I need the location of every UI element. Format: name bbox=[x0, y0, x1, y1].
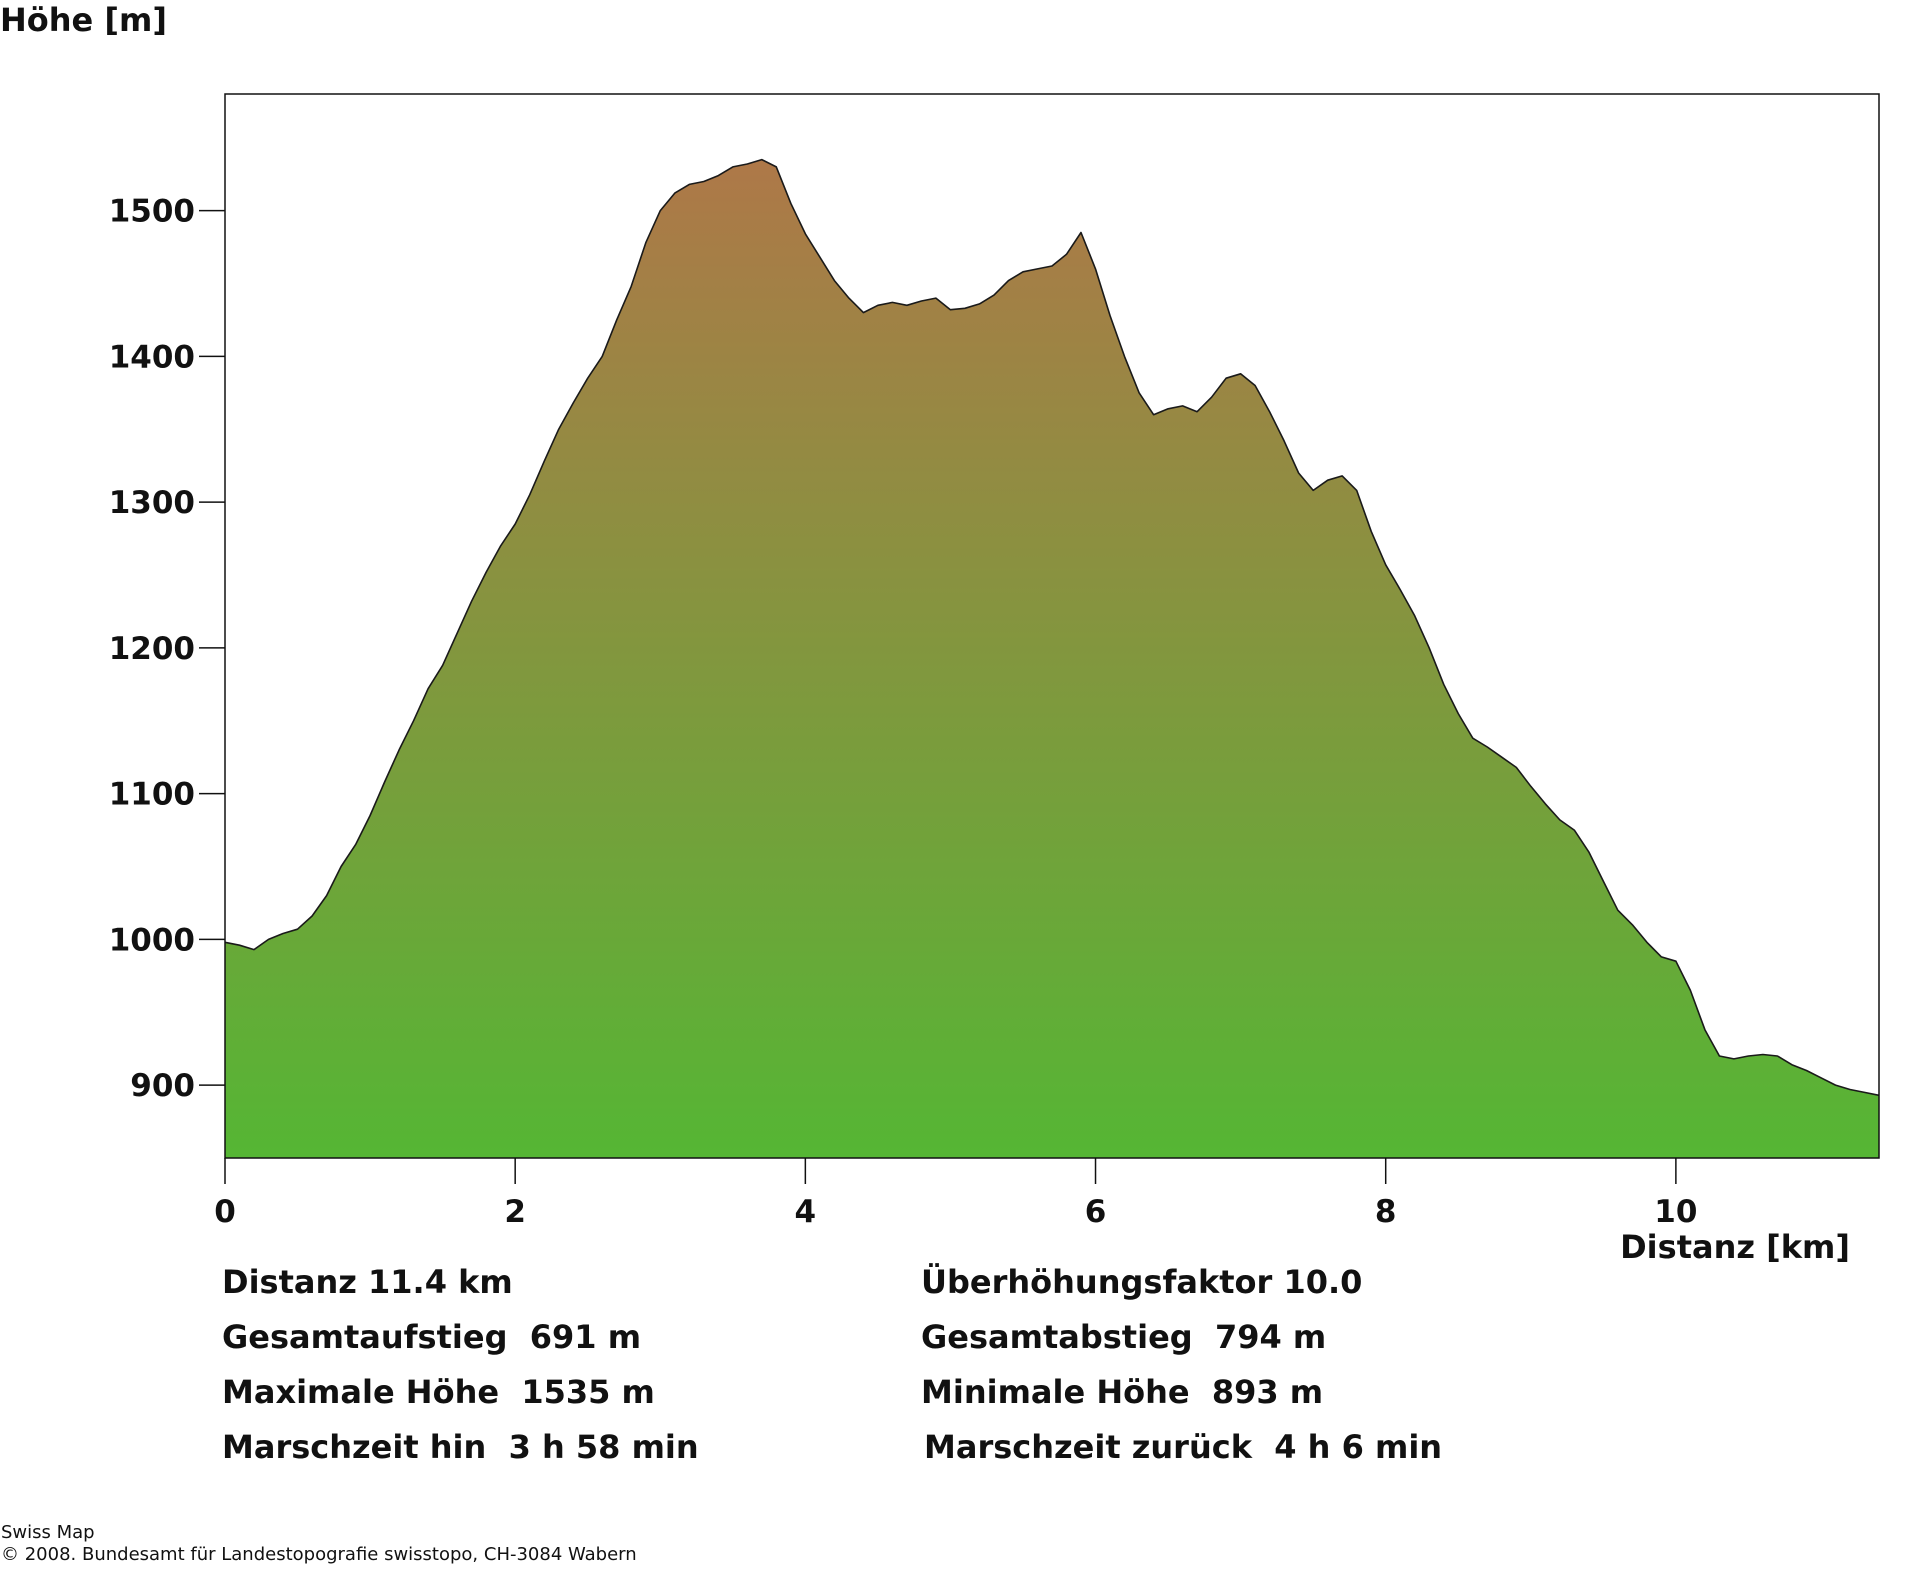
footer-copyright: © 2008. Bundesamt für Landestopografie s… bbox=[1, 1544, 637, 1565]
stat-ascent: Gesamtaufstieg 691 m bbox=[222, 1318, 642, 1356]
stat-distance: Distanz 11.4 km bbox=[222, 1263, 513, 1301]
x-tick-label: 2 bbox=[504, 1194, 526, 1230]
plot-frame bbox=[224, 93, 1880, 1159]
y-tick-label: 1200 bbox=[109, 631, 195, 667]
stat-time-out: Marschzeit hin 3 h 58 min bbox=[222, 1428, 699, 1466]
y-tick-label: 1100 bbox=[109, 777, 195, 813]
y-tick-label: 1000 bbox=[109, 922, 195, 958]
x-tick-label: 8 bbox=[1375, 1194, 1397, 1230]
y-tick-label: 1500 bbox=[109, 194, 195, 230]
y-tick-label: 900 bbox=[130, 1068, 195, 1104]
stats-right-column: Überhöhungsfaktor 10.0 Gesamtabstieg 794… bbox=[921, 1263, 1442, 1466]
x-axis-title: Distanz [km] bbox=[1620, 1228, 1850, 1266]
stat-min-height: Minimale Höhe 893 m bbox=[921, 1373, 1324, 1411]
y-axis-title: Höhe [m] bbox=[0, 1, 167, 39]
x-tick-label: 6 bbox=[1085, 1194, 1107, 1230]
y-tick-label: 1400 bbox=[109, 339, 195, 375]
x-tick-label: 10 bbox=[1654, 1194, 1697, 1230]
footer-source: Swiss Map bbox=[1, 1522, 95, 1543]
stat-max-height: Maximale Höhe 1535 m bbox=[222, 1373, 655, 1411]
stat-time-back: Marschzeit zurück 4 h 6 min bbox=[924, 1428, 1443, 1466]
stat-descent: Gesamtabstieg 794 m bbox=[921, 1318, 1327, 1356]
elevation-profile-line bbox=[224, 158, 1880, 1097]
x-tick-label: 0 bbox=[214, 1194, 236, 1230]
stats-left-column: Distanz 11.4 km Gesamtaufstieg 691 m Max… bbox=[222, 1263, 699, 1466]
elevation-area bbox=[225, 159, 1879, 1159]
x-tick-label: 4 bbox=[795, 1194, 817, 1230]
y-tick-label: 1300 bbox=[109, 485, 195, 521]
stat-exaggeration: Überhöhungsfaktor 10.0 bbox=[921, 1263, 1363, 1301]
